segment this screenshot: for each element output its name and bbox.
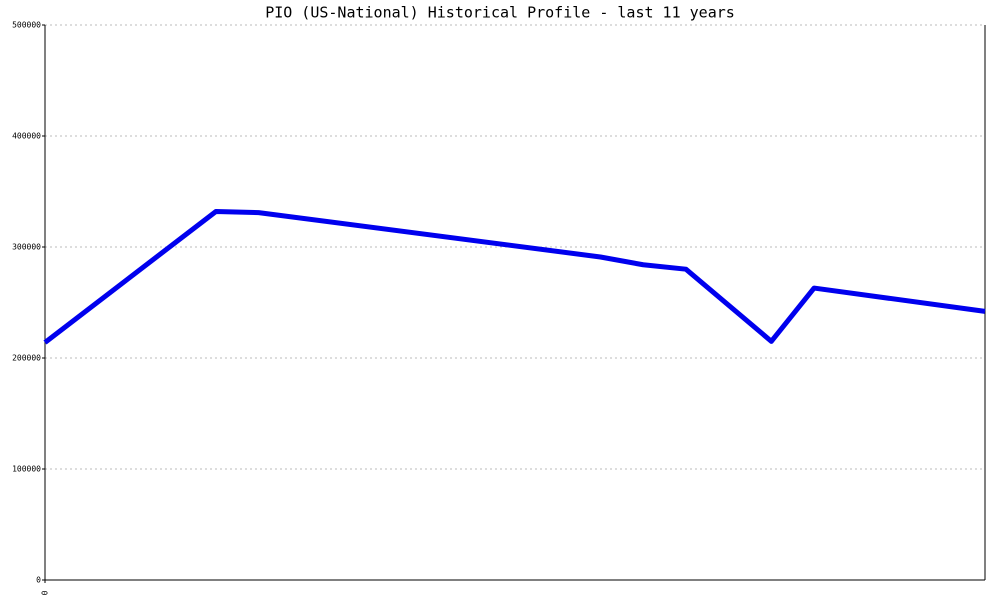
y-tick-label: 200000 <box>12 354 41 363</box>
y-tick-label: 500000 <box>12 21 41 30</box>
data-line <box>43 208 986 345</box>
y-tick-label: 300000 <box>12 243 41 252</box>
x-tick-label: 0 <box>41 590 50 595</box>
chart-title: PIO (US-National) Historical Profile - l… <box>265 4 735 22</box>
y-tick-label: 400000 <box>12 132 41 141</box>
y-tick-label: 0 <box>36 576 41 585</box>
y-tick-label: 100000 <box>12 465 41 474</box>
